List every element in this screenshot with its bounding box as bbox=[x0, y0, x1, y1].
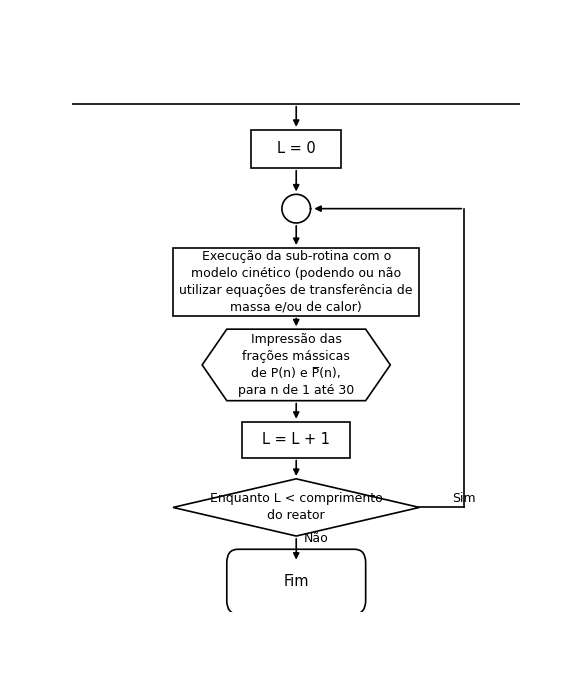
Text: Enquanto L < comprimento
do reator: Enquanto L < comprimento do reator bbox=[210, 493, 383, 522]
Text: Fim: Fim bbox=[283, 574, 309, 589]
Text: L = 0: L = 0 bbox=[277, 141, 316, 156]
Text: Não: Não bbox=[304, 532, 328, 545]
Text: Sim: Sim bbox=[453, 492, 476, 505]
Text: Execução da sub-rotina com o
modelo cinético (podendo ou não
utilizar equações d: Execução da sub-rotina com o modelo ciné… bbox=[180, 250, 413, 314]
Polygon shape bbox=[173, 479, 420, 536]
Text: Impressão das
frações mássicas
de P(n) e P̅(n),
para n de 1 até 30: Impressão das frações mássicas de P(n) e… bbox=[238, 333, 354, 397]
Text: L = L + 1: L = L + 1 bbox=[262, 432, 330, 447]
FancyBboxPatch shape bbox=[243, 422, 350, 458]
FancyBboxPatch shape bbox=[173, 248, 420, 316]
FancyBboxPatch shape bbox=[227, 549, 366, 614]
Polygon shape bbox=[202, 329, 390, 400]
Polygon shape bbox=[282, 194, 310, 223]
FancyBboxPatch shape bbox=[251, 130, 341, 168]
